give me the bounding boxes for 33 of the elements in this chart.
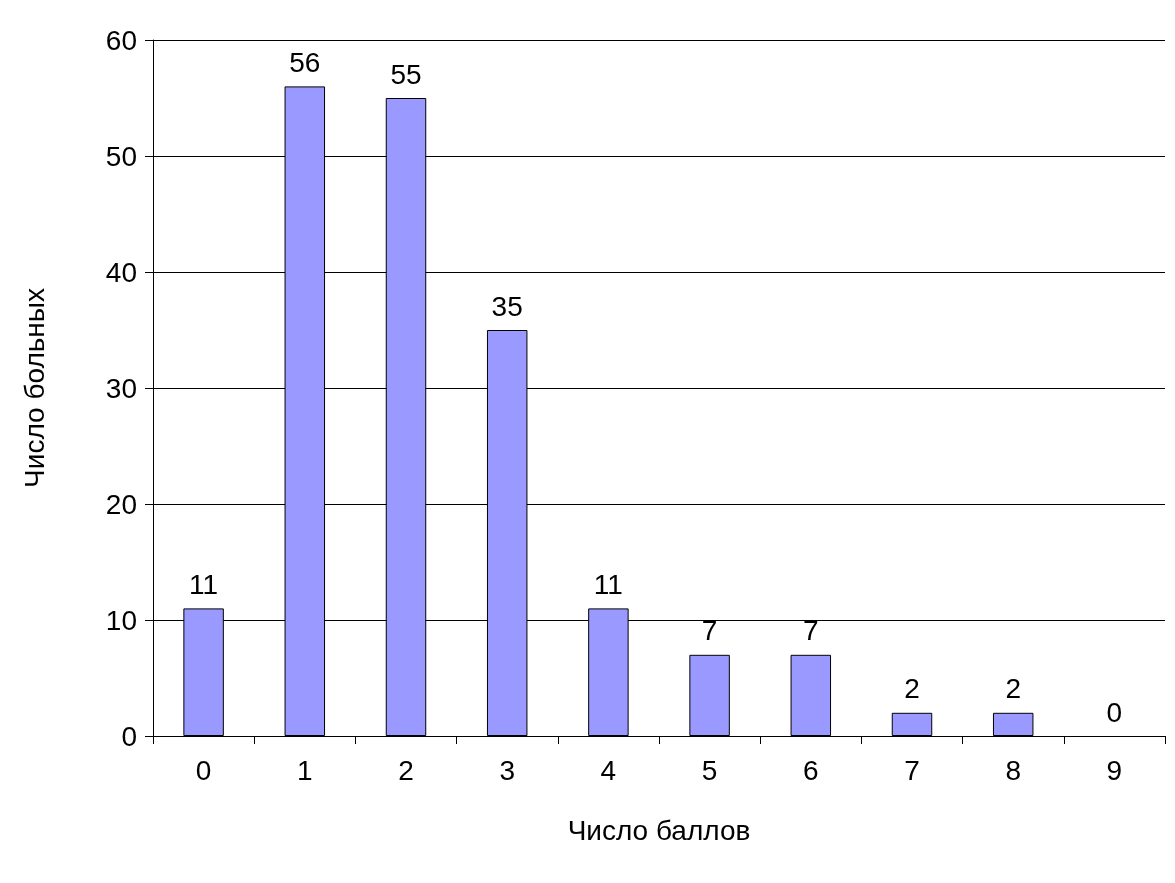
y-tick-label: 40 [105,256,137,288]
y-tick-label: 10 [105,604,137,636]
x-tick-label: 8 [1005,754,1021,786]
x-tick-label: 0 [195,754,212,786]
y-tick-label: 30 [105,372,137,404]
x-axis-title: Число баллов [567,814,751,846]
data-label: 56 [289,46,321,78]
data-label: 11 [593,568,623,600]
bar [790,654,832,736]
x-tick-label: 6 [803,754,819,786]
x-tick-label: 3 [499,754,515,786]
data-label: 35 [491,290,523,322]
x-tick-label: 1 [297,754,313,786]
bar [891,712,933,736]
data-label: 7 [701,615,718,647]
x-tick-label: 5 [701,754,718,786]
data-label: 55 [390,58,422,90]
bar [992,712,1034,736]
x-tick-label: 7 [904,754,920,786]
y-tick-label: 20 [105,488,137,520]
y-tick-label: 0 [121,720,137,752]
data-label: 11 [189,568,219,600]
y-tick-label: 60 [105,24,137,56]
y-tick-label: 50 [105,140,137,172]
x-tick-label: 4 [600,754,617,786]
data-label: 2 [904,673,920,705]
data-label: 2 [1005,673,1021,705]
data-label: 0 [1106,696,1123,728]
bar [689,654,730,736]
x-tick-label: 9 [1106,754,1123,786]
y-axis-title: Число больных [18,288,50,488]
x-tick-label: 2 [398,754,414,786]
data-label: 7 [803,615,819,647]
